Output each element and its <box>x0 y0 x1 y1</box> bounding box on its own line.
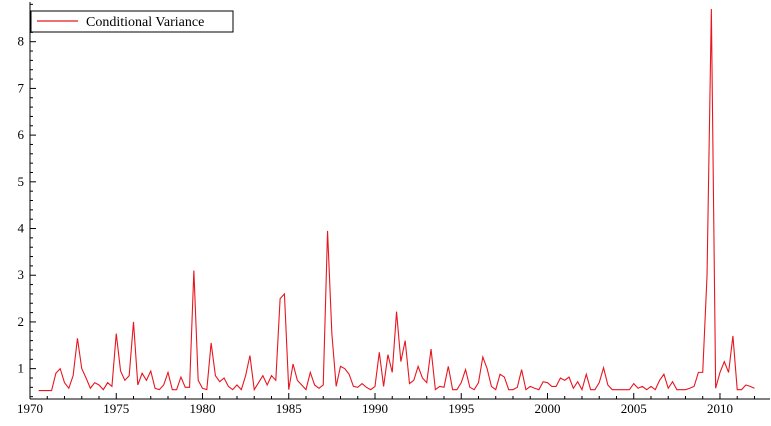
plot-frame <box>29 2 770 400</box>
x-tick-label: 2000 <box>534 401 560 416</box>
x-tick-label: 2005 <box>621 401 647 416</box>
y-tick-label: 6 <box>18 127 25 142</box>
y-tick-label: 2 <box>18 314 25 329</box>
x-tick-label: 1975 <box>103 401 129 416</box>
x-tick-label: 1985 <box>276 401 302 416</box>
y-axis: 1 2 3 4 5 6 7 8 <box>18 3 36 398</box>
y-tick-label: 8 <box>18 34 25 49</box>
legend-box <box>30 10 234 33</box>
x-tick-label: 1980 <box>189 401 215 416</box>
x-tick-label: 2010 <box>707 401 733 416</box>
y-tick-label: 3 <box>18 267 25 282</box>
series-layer <box>38 9 755 392</box>
y-tick-label: 7 <box>18 80 25 95</box>
y-tick-label: 4 <box>18 221 25 236</box>
series-line <box>38 9 755 392</box>
x-tick-label: 1990 <box>362 401 388 416</box>
x-tick-label: 1970 <box>17 401 43 416</box>
y-tick-label: 5 <box>18 174 25 189</box>
x-tick-label: 1995 <box>448 401 474 416</box>
legend-label: Conditional Variance <box>86 15 204 30</box>
legend: Conditional Variance <box>30 10 234 33</box>
y-tick-label: 1 <box>18 361 25 376</box>
x-axis: 1970 1975 1980 1985 1990 1995 2000 2005 2010 <box>17 393 755 416</box>
